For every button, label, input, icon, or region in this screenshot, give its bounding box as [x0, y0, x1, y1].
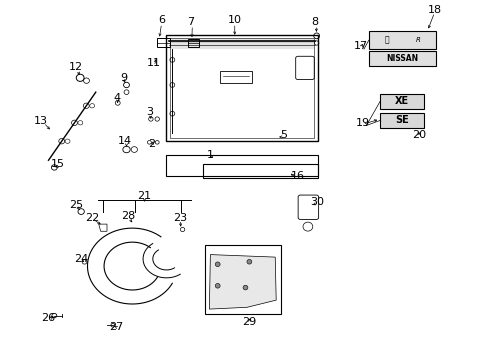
Text: 15: 15 [51, 159, 65, 169]
Text: 12: 12 [69, 62, 83, 72]
Text: 30: 30 [310, 197, 324, 207]
Text: 王: 王 [384, 36, 388, 45]
Text: 27: 27 [109, 322, 123, 332]
Bar [379, 113, 423, 128]
Ellipse shape [215, 262, 220, 267]
Text: 10: 10 [227, 15, 241, 26]
Ellipse shape [246, 260, 251, 264]
Ellipse shape [243, 285, 247, 290]
Text: 2: 2 [148, 139, 155, 149]
Bar [205, 244, 281, 315]
Bar [368, 51, 435, 66]
Text: 24: 24 [74, 254, 88, 264]
Text: 14: 14 [118, 136, 132, 145]
Text: 26: 26 [41, 313, 56, 323]
Text: XE: XE [394, 96, 408, 107]
Text: 16: 16 [290, 171, 305, 181]
Text: 5: 5 [280, 130, 286, 140]
Text: 28: 28 [121, 211, 135, 221]
Text: SE: SE [394, 116, 408, 126]
Text: R: R [415, 37, 420, 43]
Bar [203, 164, 317, 178]
Text: 29: 29 [242, 317, 256, 327]
Text: 22: 22 [85, 213, 99, 222]
Text: NISSAN: NISSAN [386, 54, 418, 63]
Text: 1: 1 [206, 150, 213, 160]
Text: 13: 13 [34, 116, 48, 126]
Text: 9: 9 [120, 73, 127, 83]
Ellipse shape [215, 283, 220, 288]
Bar [170, 38, 313, 138]
Text: 18: 18 [427, 5, 441, 15]
Bar [368, 31, 435, 49]
Text: 23: 23 [173, 213, 187, 222]
Polygon shape [209, 255, 276, 309]
Text: 17: 17 [353, 41, 367, 50]
Bar [166, 35, 317, 140]
Text: 19: 19 [355, 118, 369, 128]
Text: 21: 21 [137, 191, 151, 201]
Text: 8: 8 [311, 17, 318, 27]
Bar [220, 71, 251, 83]
Text: 20: 20 [411, 130, 425, 140]
Text: 6: 6 [158, 15, 165, 26]
Text: 4: 4 [113, 93, 120, 103]
Text: 3: 3 [145, 107, 153, 117]
Bar [166, 155, 317, 176]
Bar [379, 94, 423, 109]
Text: 11: 11 [147, 58, 161, 68]
Text: 7: 7 [187, 17, 194, 27]
Text: 25: 25 [69, 200, 83, 210]
